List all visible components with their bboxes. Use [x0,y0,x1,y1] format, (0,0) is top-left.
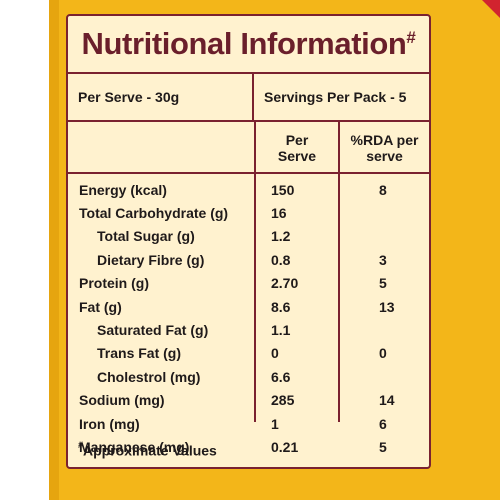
nutrient-name: Energy (kcal) [79,181,167,198]
package-side-strip [49,0,59,500]
table-row: Total Sugar (g) 1.2 [68,225,429,248]
nutrient-name: Total Carbohydrate (g) [79,205,229,222]
nutrient-name: Saturated Fat (g) [97,322,209,339]
nutrient-rows: Energy (kcal) 150 8 Total Carbohydrate (g) 1… [68,174,429,459]
nutrient-name: Manganese (mg) [79,438,190,455]
title-text: Nutritional Information [81,26,407,61]
title-footnote-mark: # [406,28,416,47]
rda-value: 5 [379,438,387,455]
approximate-values-footnote: #Approximate Values [78,440,217,459]
rda-value: 8 [379,181,387,198]
per-serve-column-header: Per Serve [277,132,317,164]
per-serve-value: 285 [271,392,295,409]
per-serve-size: Per Serve - 30g [68,74,254,120]
rda-value: 14 [379,392,395,409]
table-row: Total Carbohydrate (g) 16 [68,201,429,224]
nutrient-name: Trans Fat (g) [97,345,182,362]
rda-value: 13 [379,298,395,315]
table-row: Cholestrol (mg) 6.6 [68,365,429,388]
rda-value: 6 [379,415,387,432]
nutrition-panel: Nutritional Information # Per Serve - 30g… [66,14,431,469]
nutrient-name: Sodium (mg) [79,392,165,409]
table-row: Dietary Fibre (g) 0.8 3 [68,248,429,271]
per-serve-value: 0 [271,345,279,362]
nutrient-name: Cholestrol (mg) [97,368,201,385]
nutrition-title: Nutritional Information # [68,16,429,74]
nutrition-table: Per Serve %RDA per serve Energy (kcal) 15… [68,122,429,455]
column-divider [254,122,256,422]
per-serve-value: 2.70 [271,275,299,292]
per-serve-value: 150 [271,181,295,198]
footnote-text: Approximate Values [83,443,217,459]
nutrient-name: Iron (mg) [79,415,140,432]
nutrient-name: Dietary Fibre (g) [97,251,205,268]
per-serve-value: 1.2 [271,228,291,245]
table-header-row: Per Serve %RDA per serve [68,122,429,174]
rda-column-header: %RDA per serve [350,132,419,164]
table-row: Sodium (mg) 285 14 [68,389,429,412]
per-serve-value: 0.21 [271,438,299,455]
per-serve-value: 16 [271,205,287,222]
package-red-corner [482,0,500,18]
serving-info-row: Per Serve - 30g Servings Per Pack - 5 [68,74,429,122]
table-row: Saturated Fat (g) 1.1 [68,318,429,341]
table-row: Protein (g) 2.70 5 [68,272,429,295]
table-row: Trans Fat (g) 0 0 [68,342,429,365]
per-serve-value: 6.6 [271,368,291,385]
per-serve-value: 1.1 [271,322,291,339]
nutrient-name: Protein (g) [79,275,149,292]
table-row: Manganese (mg) 0.21 5 [68,435,429,458]
footnote-mark: # [78,440,84,451]
column-divider [338,122,340,422]
table-row: Iron (mg) 1 6 [68,412,429,435]
rda-value: 0 [379,345,387,362]
per-serve-value: 0.8 [271,251,291,268]
per-serve-value: 8.6 [271,298,291,315]
table-row: Energy (kcal) 150 8 [68,178,429,201]
nutrient-name: Fat (g) [79,298,122,315]
servings-per-pack: Servings Per Pack - 5 [264,89,407,105]
nutrient-name: Total Sugar (g) [97,228,195,245]
rda-value: 5 [379,275,387,292]
table-row: Fat (g) 8.6 13 [68,295,429,318]
per-serve-value: 1 [271,415,279,432]
rda-value: 3 [379,251,387,268]
